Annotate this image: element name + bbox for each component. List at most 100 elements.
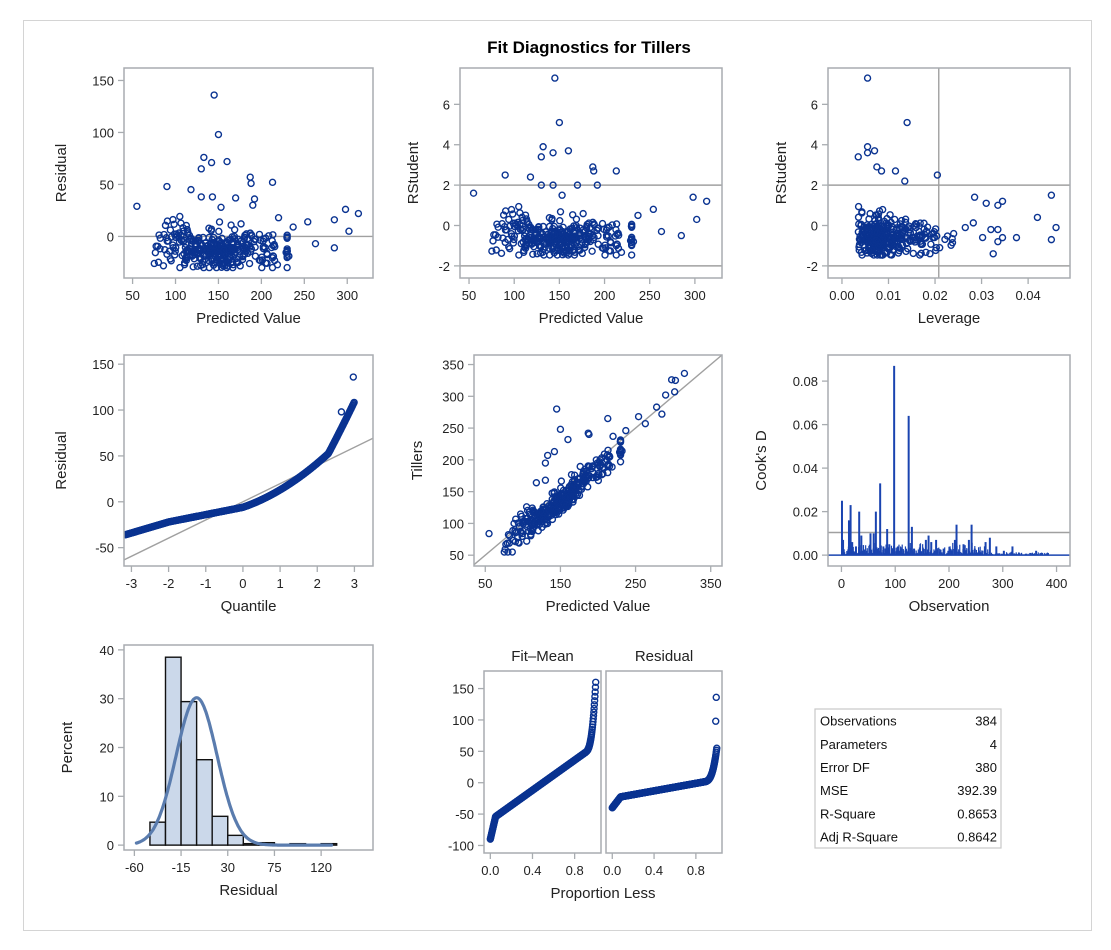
data-point [163,250,171,258]
data-point [877,226,886,234]
data-point [516,510,525,518]
outlier-point [854,153,862,161]
y-tick-label: 0.04 [793,461,818,476]
y-tick-label: 150 [92,73,114,88]
x-axis-label: Predicted Value [196,310,301,327]
x-tick-label: 0.04 [1015,288,1040,303]
x-axis-label: Predicted Value [539,310,644,327]
data-point [575,491,584,500]
outlier-point [539,143,547,151]
data-point [490,231,498,239]
data-point [509,210,517,218]
y-tick-label: -2 [806,259,818,274]
outlier-point [285,252,293,260]
data-point [488,247,496,255]
stat-label: Error DF [820,760,870,775]
data-point [193,262,202,270]
data-point [502,540,510,549]
y-tick-label: -50 [95,541,114,556]
data-point [511,537,520,546]
data-point [529,508,538,517]
data-point [596,456,604,464]
data-point [182,240,190,248]
normal-density-curve [134,696,334,847]
plot-frame [123,67,374,279]
y-tick-label: 50 [450,548,464,563]
data-point [283,234,291,243]
data-point [196,254,204,262]
x-tick-label: 0.8 [687,863,705,878]
data-point [550,230,559,239]
data-point [916,231,924,239]
data-point [242,243,250,252]
y-tick-label: 6 [443,97,450,112]
data-point [540,516,548,524]
data-point [500,548,508,556]
data-point [525,508,534,516]
x-axis-label: Predicted Value [546,598,651,615]
outlier-point [208,193,217,201]
outlier-point [933,171,942,179]
outlier-point [622,426,630,435]
data-point [172,244,180,252]
x-tick-label: 0.4 [645,863,663,878]
data-point [523,219,531,227]
data-point [558,228,566,236]
data-point [558,251,567,259]
data-point [528,236,536,245]
data-point [574,242,582,251]
data-point [612,225,620,234]
outlier-point [249,201,257,209]
data-point [161,221,170,230]
outlier-point [268,178,277,187]
data-point [224,245,232,254]
outlier-point [354,209,363,218]
outlier-point [994,225,1002,234]
outlier-point [891,167,900,175]
outlier-point [634,412,643,421]
outlier-point [677,231,686,240]
x-tick-label: 200 [594,288,616,303]
data-point [512,515,520,523]
y-tick-label: 150 [442,485,464,500]
x-tick-label: -60 [125,860,144,875]
outlier-point [652,403,661,411]
outlier-point [564,147,573,155]
data-point [579,209,587,218]
data-point [512,528,521,536]
histogram-bar [227,834,245,846]
outlier-point [550,447,559,456]
data-point [978,233,987,242]
data-point [917,249,925,258]
outlier-point [246,173,254,181]
data-point [573,483,581,491]
data-point [576,229,584,237]
outlier-point [712,717,720,725]
figure-frame [23,20,1092,931]
data-point [612,251,620,259]
outlier-point [163,182,171,191]
data-point [518,518,526,527]
y-tick-label: 4 [811,138,818,153]
data-point [258,253,266,261]
data-point [215,227,223,236]
data-point [546,237,554,245]
y-tick-label: 0 [107,495,114,510]
data-point [601,251,609,259]
y-tick-label: 0.02 [793,505,818,520]
data-point [603,451,612,459]
y-tick-label: 0.06 [793,418,818,433]
data-point [594,224,603,232]
data-point [854,213,863,221]
x-tick-label: 250 [639,288,661,303]
data-point [877,251,886,259]
data-point [232,254,240,263]
table-row: Adj R-Square 0.8642 [820,830,997,845]
plot-area [124,373,373,561]
x-tick-label: 2 [314,576,321,591]
data-point [240,233,249,241]
data-point [509,219,517,227]
data-point [872,236,880,245]
data-point [561,493,569,501]
plot-area [134,656,338,847]
